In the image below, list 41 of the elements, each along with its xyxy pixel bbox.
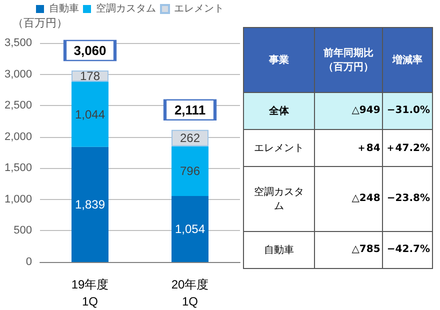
text: 自動車 (244, 231, 314, 268)
text: 全体 (244, 92, 314, 130)
text: △949 (314, 92, 383, 130)
text: ＋47.2% (382, 129, 432, 167)
total-label: 3,060 (74, 42, 106, 58)
text: ＋84 (314, 129, 383, 167)
bar (172, 196, 208, 262)
text: エレメント (244, 129, 314, 167)
data-label: 1,044 (74, 107, 106, 122)
legend-label: 自動車 (49, 2, 79, 14)
x-tick-label: 19年度 1Q (71, 278, 109, 308)
data-label: 1,839 (74, 197, 106, 212)
legend-label: 空調カスタム (96, 2, 156, 14)
bar (172, 146, 208, 196)
text: △785 (314, 231, 383, 268)
bar (72, 146, 108, 262)
legend-label: エレメント (174, 4, 224, 14)
data-label: 1,054 (174, 222, 206, 236)
y-tick-label: 500 (14, 224, 32, 237)
text: 増減率 (382, 28, 432, 92)
text: 空調カスタム (244, 166, 314, 232)
y-tick-label: 1,000 (4, 193, 32, 206)
data-label: 796 (180, 164, 200, 178)
text: 事業 (244, 28, 314, 92)
y-tick-label: 3,500 (4, 37, 32, 49)
y-tick-label: 0 (26, 256, 32, 268)
y-tick-label: 3,000 (4, 68, 32, 80)
text: −23.8% (382, 166, 432, 232)
total-label: 2,111 (174, 102, 206, 118)
text: −31.0% (382, 92, 432, 130)
data-label: 178 (80, 69, 100, 84)
data-label: 262 (180, 131, 200, 146)
x-tick-label: 20年度 1Q (171, 278, 209, 308)
y-tick-label: 2,500 (4, 100, 32, 112)
y-axis-title: （百万円） (12, 18, 68, 30)
text: −42.7% (382, 231, 432, 268)
text: △248 (314, 166, 383, 232)
text: 前年同期比（百万円） (314, 28, 383, 92)
bar (72, 82, 108, 147)
y-tick-label: 1,500 (4, 162, 32, 174)
y-tick-label: 2,000 (4, 130, 32, 143)
